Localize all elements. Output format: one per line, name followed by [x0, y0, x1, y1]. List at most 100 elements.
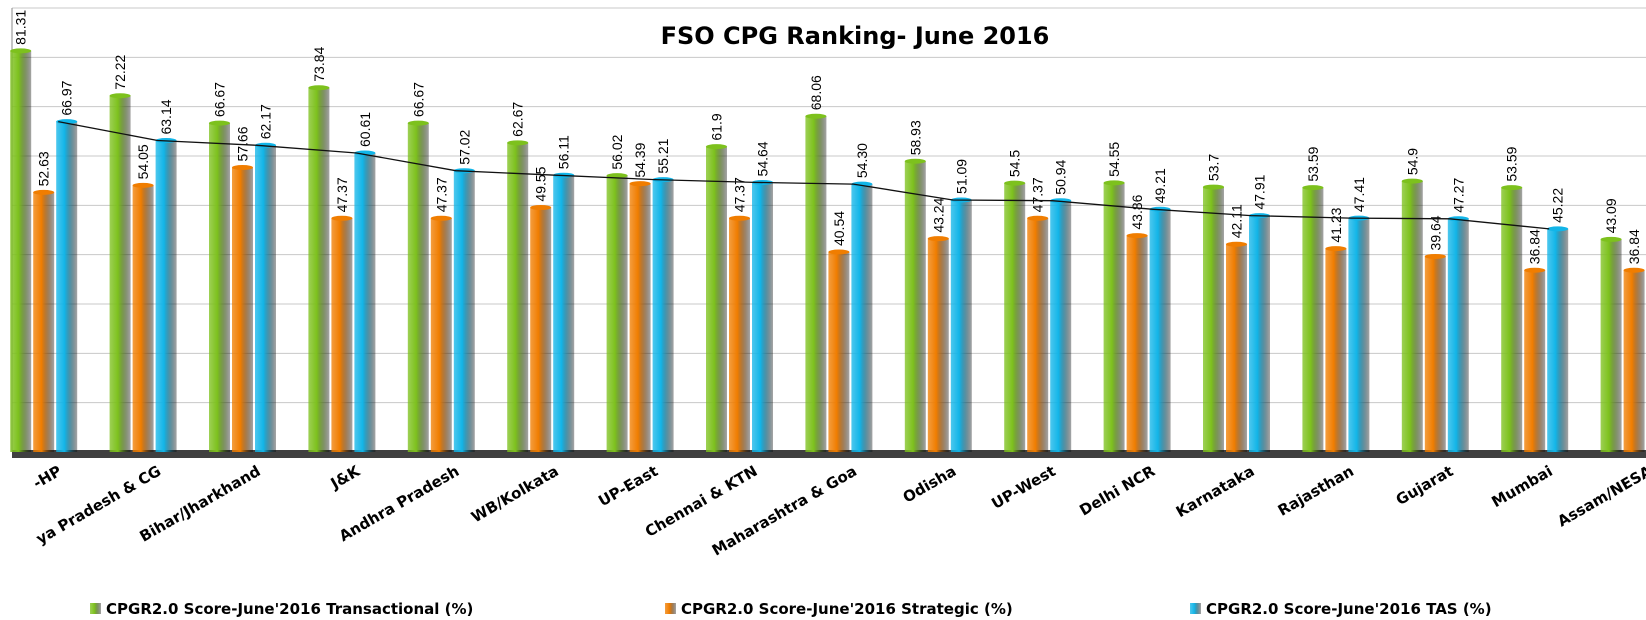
bar: [752, 182, 773, 452]
x-tick-label: Mumbai: [1488, 462, 1555, 511]
legend-swatch: [665, 603, 676, 614]
data-label: 39.64: [1427, 215, 1443, 250]
data-label: 51.09: [953, 159, 969, 194]
data-label: 54.30: [854, 143, 870, 178]
bar: [1623, 270, 1645, 452]
bar: [1203, 187, 1224, 452]
bar: [1249, 215, 1270, 452]
bar: [232, 167, 253, 452]
bar-top: [1302, 185, 1324, 191]
data-label: 62.67: [510, 102, 526, 137]
bar-top: [1600, 236, 1622, 242]
bar: [950, 199, 972, 452]
bar: [331, 218, 353, 452]
data-label: 54.5: [1007, 150, 1023, 177]
x-tick-label: WB/Kolkata: [468, 462, 562, 526]
bar: [33, 192, 55, 452]
bar: [1226, 244, 1247, 452]
bar: [606, 175, 628, 452]
data-label: 62.17: [258, 104, 274, 139]
bar: [1027, 218, 1049, 452]
data-label: 73.84: [311, 46, 327, 81]
data-label: 49.21: [1152, 168, 1168, 203]
data-label: 43.09: [1603, 198, 1619, 233]
bar: [1547, 228, 1569, 452]
bar: [553, 175, 575, 452]
data-label: 54.05: [135, 144, 151, 179]
data-label: 47.37: [732, 177, 748, 212]
bar-top: [1004, 180, 1026, 186]
bar-top: [851, 181, 873, 187]
bar: [430, 218, 452, 452]
bar: [109, 95, 131, 453]
bar: [453, 170, 475, 452]
bar: [56, 121, 78, 452]
data-label: 41.23: [1328, 207, 1344, 242]
chart-title: FSO CPG Ranking- June 2016: [661, 22, 1050, 50]
bar-top: [1547, 226, 1569, 232]
data-label: 66.67: [410, 82, 426, 117]
data-label: 61.9: [709, 113, 725, 140]
bar-top: [1203, 184, 1224, 190]
data-label: 40.54: [831, 211, 847, 246]
floor: [12, 450, 1646, 458]
data-label: 42.11: [1229, 204, 1245, 238]
bar-top: [1524, 267, 1546, 273]
bar-top: [629, 181, 651, 187]
bar-top: [33, 189, 55, 195]
bar-top: [1325, 246, 1347, 252]
data-label: 54.39: [632, 142, 648, 177]
x-tick-label: UP-East: [595, 462, 661, 510]
bar-top: [729, 215, 750, 221]
bar: [1126, 235, 1148, 452]
bar-top: [10, 48, 32, 54]
bar: [1103, 182, 1125, 453]
bar-top: [232, 165, 253, 171]
bar-top: [1501, 185, 1523, 191]
bar: [828, 252, 850, 452]
data-label: 54.64: [755, 141, 771, 176]
bar: [851, 184, 873, 452]
bar: [1600, 239, 1622, 452]
data-label: 54.55: [1106, 142, 1122, 177]
data-label: 50.94: [1053, 159, 1069, 194]
x-tick-label: -HP: [30, 462, 65, 492]
bar: [1050, 200, 1072, 452]
bar: [255, 145, 276, 452]
data-label: 45.22: [1550, 188, 1566, 223]
data-label: 68.06: [808, 75, 824, 110]
data-label: 43.86: [1129, 194, 1145, 229]
data-label: 36.84: [1527, 229, 1543, 264]
bar-top: [1027, 215, 1049, 221]
data-label: 53.59: [1504, 146, 1520, 181]
bar-top: [805, 113, 827, 119]
bar-top: [209, 120, 230, 126]
legend-label: CPGR2.0 Score-June'2016 TAS (%): [1206, 600, 1492, 618]
bar: [530, 207, 552, 452]
bar-top: [606, 173, 628, 179]
data-label: 56.11: [556, 135, 572, 169]
bar-top: [706, 144, 727, 150]
data-label: 47.37: [433, 177, 449, 212]
data-label: 57.66: [235, 126, 251, 161]
bar: [706, 146, 727, 453]
data-label: 53.7: [1206, 154, 1222, 181]
data-label: 36.84: [1626, 229, 1642, 264]
x-tick-label: Rajasthan: [1275, 462, 1357, 520]
bar: [10, 50, 32, 452]
bar-top: [530, 205, 552, 211]
x-tick-label: Gujarat: [1393, 462, 1457, 509]
x-tick-label: UP-West: [988, 462, 1058, 513]
data-label: 53.59: [1305, 146, 1321, 181]
bar: [1004, 183, 1026, 452]
data-label: 43.24: [930, 197, 946, 232]
bar-top: [828, 249, 850, 255]
bar: [1524, 270, 1546, 452]
data-label: 63.14: [158, 99, 174, 134]
bar: [1424, 256, 1446, 452]
bar: [308, 87, 330, 453]
data-label: 52.63: [36, 151, 52, 186]
bar: [1501, 187, 1523, 452]
bar: [1302, 187, 1324, 452]
